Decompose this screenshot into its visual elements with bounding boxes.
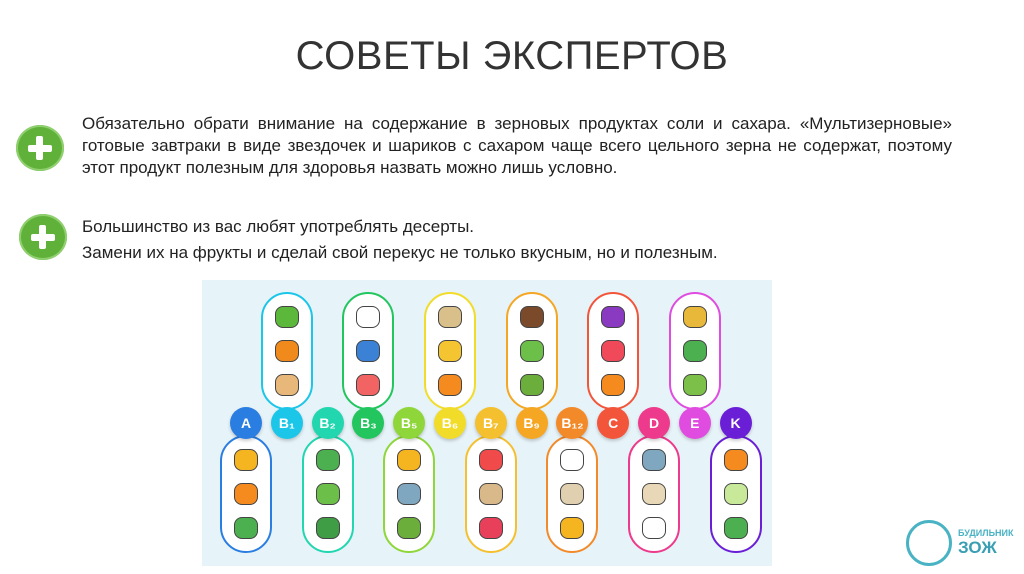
egg-icon [560, 449, 585, 471]
food-pill-top [342, 292, 395, 410]
tip-2-text: Большинство из вас любят употреблять дес… [82, 214, 952, 266]
food-pill-bottom [628, 435, 680, 553]
bell-pepper-icon [234, 449, 258, 471]
orange-icon [601, 374, 626, 396]
plus-icon [16, 125, 64, 171]
celery-icon [315, 483, 340, 505]
cheese-icon [397, 449, 422, 471]
lettuce-icon [234, 517, 258, 539]
pumpkin-icon [274, 340, 299, 362]
plum-icon [601, 306, 626, 328]
food-pill-top [424, 292, 476, 410]
broccoli-icon [315, 449, 340, 471]
tomato-icon [478, 449, 503, 471]
celery-icon [519, 340, 544, 362]
kiwi-icon [682, 374, 707, 396]
logo-line-2: ЗОЖ [958, 538, 997, 557]
food-pill-bottom [383, 435, 436, 553]
logo-line-1: БУДИЛЬНИК [958, 528, 1014, 538]
food-pill-bottom [464, 435, 517, 553]
beans-icon [519, 306, 544, 328]
fish-icon [397, 483, 422, 505]
egg-icon [356, 306, 381, 328]
cheese-icon [560, 517, 585, 539]
lettuce-icon [682, 340, 707, 362]
peanuts-icon [478, 483, 503, 505]
fish-icon [642, 449, 666, 471]
mushroom-icon [642, 483, 666, 505]
avocado-icon [519, 374, 544, 396]
slide-title: СОВЕТЫ ЭКСПЕРТОВ [295, 34, 729, 78]
vitamin-badge: B₂ [311, 407, 344, 439]
vitamin-badge: B₃ [352, 407, 385, 439]
alarm-clock-icon [906, 520, 952, 566]
food-pill-bottom [709, 435, 762, 553]
food-pill-top [587, 292, 640, 410]
strawberry-icon [601, 340, 626, 362]
food-pill-bottom [546, 435, 599, 553]
vitamin-badge: C [597, 407, 630, 439]
carrot-icon [234, 483, 258, 505]
vitamin-badge: D [638, 407, 670, 439]
raspberry-icon [478, 517, 503, 539]
avocado-icon [397, 517, 422, 539]
clam-icon [560, 483, 585, 505]
food-pill-top [260, 292, 313, 410]
logo: БУДИЛЬНИК ЗОЖ [898, 516, 1018, 568]
food-pill-top [668, 292, 721, 410]
food-pill-bottom [301, 435, 354, 553]
broccoli-icon [723, 517, 748, 539]
bread-icon [274, 374, 299, 396]
plus-icon [19, 214, 67, 260]
wheat-icon [682, 306, 707, 328]
potato-icon [438, 306, 462, 328]
vitamin-badge: E [678, 407, 711, 439]
pear-icon [723, 483, 748, 505]
vitamin-badge: B₁ [270, 407, 303, 439]
vitamin-badge: B₆ [434, 407, 466, 439]
tip-1-line: Обязательно обрати внимание на содержани… [82, 114, 952, 177]
egg-icon [642, 517, 666, 539]
tip-2-line-2: Замени их на фрукты и сделай свой переку… [82, 243, 718, 262]
vitamin-badge: B₁₂ [556, 407, 589, 439]
banana-icon [438, 340, 462, 362]
onion-icon [723, 449, 748, 471]
chicken-leg-icon [438, 374, 462, 396]
vitamin-badge: B₅ [393, 407, 426, 439]
peas-icon [274, 306, 299, 328]
vitamin-infographic: A B₁ B₂ B₃ B₅ B₆ B₇ B₉ B₁₂ C D E K [202, 280, 772, 566]
tip-1-text: Обязательно обрати внимание на содержани… [82, 113, 952, 179]
vitamin-badge: K [719, 407, 752, 439]
meat-icon [356, 374, 381, 396]
spinach-icon [315, 517, 340, 539]
vitamin-badge: B₇ [474, 407, 507, 439]
food-pill-top [505, 292, 558, 410]
vitamin-badge: B₉ [515, 407, 548, 439]
tip-2-line-1: Большинство из вас любят употреблять дес… [82, 217, 475, 236]
milk-icon [356, 340, 381, 362]
vitamin-badge: A [230, 407, 262, 439]
food-pill-bottom [220, 435, 272, 553]
